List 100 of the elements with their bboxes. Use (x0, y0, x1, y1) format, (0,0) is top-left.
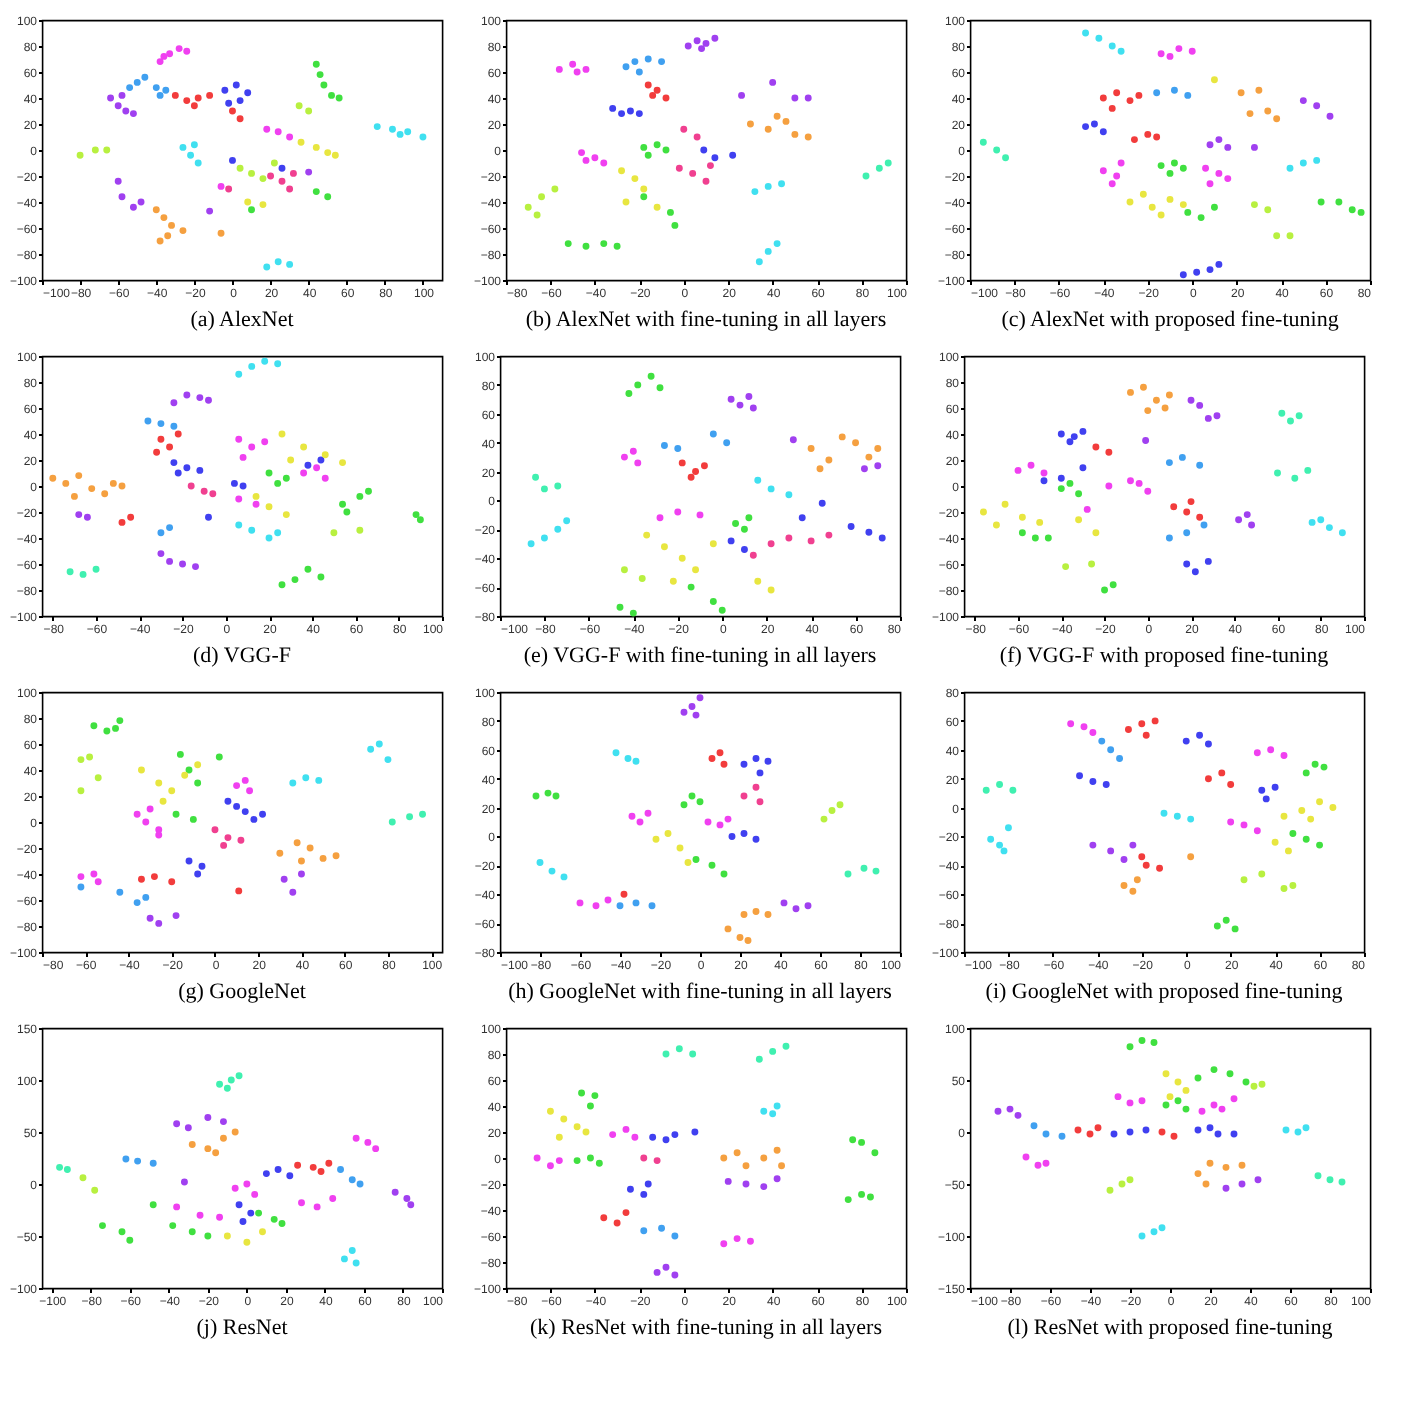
point (769, 1110, 777, 1118)
point (1106, 1186, 1114, 1194)
point (1204, 740, 1212, 748)
point (225, 185, 233, 193)
point (1213, 922, 1221, 930)
point (332, 852, 340, 860)
point (733, 1235, 741, 1243)
point (625, 390, 633, 398)
point (407, 1201, 415, 1209)
point (335, 94, 343, 102)
point (282, 474, 290, 482)
point (200, 487, 208, 495)
point (871, 1149, 879, 1157)
point (555, 1157, 563, 1165)
point (612, 749, 620, 757)
point (1248, 521, 1256, 529)
point (205, 513, 212, 521)
point (66, 568, 74, 576)
point (1173, 812, 1181, 820)
point (729, 151, 737, 159)
point (631, 58, 639, 66)
point (179, 143, 187, 151)
point (231, 1184, 239, 1192)
point (828, 806, 836, 814)
point (1198, 1107, 1206, 1115)
point (1250, 143, 1258, 151)
point (752, 835, 760, 843)
point (330, 529, 338, 537)
point (206, 207, 214, 215)
point (754, 476, 762, 484)
point (755, 258, 763, 266)
point (1001, 500, 1009, 508)
point (1129, 841, 1137, 849)
point (1140, 383, 1147, 391)
point (1230, 1130, 1238, 1138)
point (235, 370, 243, 378)
point (340, 1255, 348, 1263)
point (1215, 136, 1223, 144)
point (1193, 268, 1201, 276)
point (156, 237, 164, 245)
point (157, 420, 165, 428)
point (168, 878, 176, 886)
point (156, 91, 164, 99)
point (688, 702, 696, 710)
point (1127, 477, 1134, 485)
point (129, 110, 137, 118)
point (1253, 827, 1261, 835)
point (185, 857, 193, 865)
point (1294, 1128, 1302, 1136)
point (1250, 201, 1258, 209)
point (1151, 717, 1159, 725)
point (265, 503, 273, 511)
point (170, 459, 178, 467)
point (634, 459, 642, 467)
point (1165, 534, 1173, 542)
point (316, 71, 324, 79)
point (1243, 511, 1251, 519)
point (858, 1138, 866, 1146)
point (276, 849, 284, 857)
point (112, 724, 119, 732)
point (244, 89, 252, 97)
point (1075, 490, 1083, 498)
point (709, 430, 717, 438)
point (620, 890, 628, 898)
point (745, 514, 753, 522)
point (1018, 513, 1026, 521)
point (1215, 169, 1223, 177)
point (1183, 529, 1191, 537)
point (533, 211, 541, 219)
point (618, 167, 626, 175)
point (847, 522, 855, 530)
point (1187, 396, 1195, 404)
point (780, 899, 788, 907)
point (1066, 479, 1074, 487)
point (749, 404, 757, 412)
point (1253, 749, 1261, 757)
point (980, 508, 987, 516)
point (1231, 925, 1239, 933)
point (992, 521, 1000, 529)
point (1273, 115, 1281, 123)
point (653, 141, 661, 149)
point (1196, 401, 1204, 409)
point (77, 756, 85, 764)
point (696, 511, 704, 519)
point (548, 867, 556, 875)
point (769, 78, 777, 86)
point (289, 169, 297, 177)
point (248, 443, 256, 451)
point (319, 854, 327, 862)
point (183, 97, 191, 105)
point (573, 1123, 581, 1131)
point (1202, 164, 1210, 172)
point (773, 1146, 781, 1154)
point (636, 818, 644, 826)
point (235, 1072, 243, 1080)
point (291, 576, 299, 584)
point (693, 133, 701, 141)
point (243, 1180, 251, 1188)
point (270, 159, 278, 167)
point (622, 1125, 630, 1133)
